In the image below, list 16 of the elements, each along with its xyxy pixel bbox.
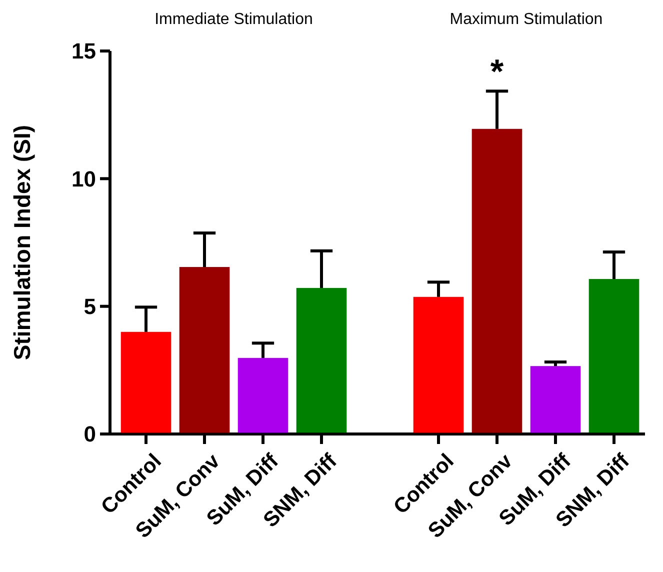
y-tick-label: 5 (84, 294, 96, 320)
bar (179, 267, 230, 434)
annotation: * (490, 53, 504, 92)
bar (472, 128, 522, 434)
bar (413, 296, 464, 434)
y-tick-label: 15 (72, 38, 96, 64)
y-tick-label: 10 (72, 166, 96, 192)
text: Maximum Stimulation (450, 11, 603, 28)
y-tick-label: 0 (84, 422, 96, 447)
bar (296, 288, 347, 434)
bar (588, 279, 640, 434)
y-axis-title: Stimulation Index (SI) (9, 124, 35, 360)
bar (530, 366, 581, 434)
bar (120, 332, 172, 434)
text: Immediate Stimulation (154, 11, 313, 28)
bar (238, 358, 288, 434)
